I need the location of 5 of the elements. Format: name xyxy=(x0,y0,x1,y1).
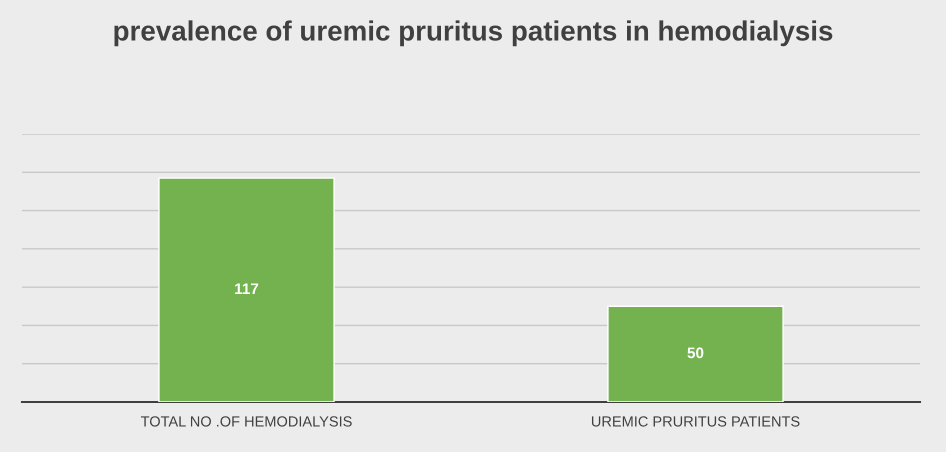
data-label: 50 xyxy=(687,347,704,358)
data-label: 117 xyxy=(235,283,258,294)
chart-title: prevalence of uremic pruritus patients in hemodialysis xyxy=(114,20,832,46)
x-tick-label: TOTAL NO .OF HEMODIALYSIS xyxy=(140,416,352,427)
x-tick-label: UREMIC PRURITUS PATIENTS xyxy=(592,416,800,427)
